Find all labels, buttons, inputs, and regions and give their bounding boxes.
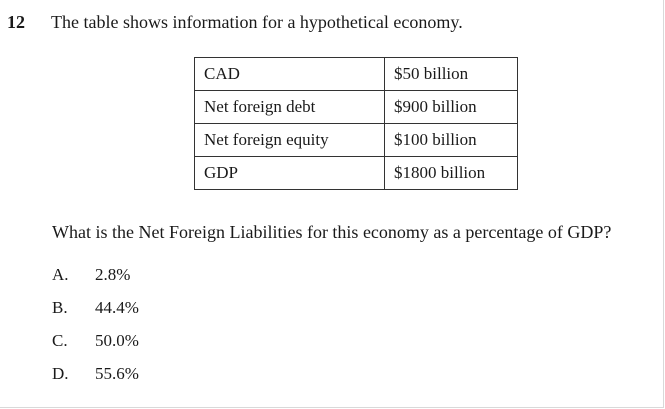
option-text: 55.6% [95, 364, 139, 383]
table-row: Net foreign debt $900 billion [194, 90, 518, 124]
table-row: CAD $50 billion [194, 57, 518, 91]
table-cell-label: GDP [194, 156, 385, 190]
table-cell-value: $50 billion [384, 57, 518, 91]
table-cell-value: $900 billion [384, 90, 518, 124]
question-text: What is the Net Foreign Liabilities for … [52, 222, 612, 242]
option-a[interactable]: A. 2.8% [52, 265, 130, 285]
table-row: GDP $1800 billion [194, 156, 518, 190]
economy-data-table: CAD $50 billion Net foreign debt $900 bi… [194, 57, 518, 190]
table-row: Net foreign equity $100 billion [194, 123, 518, 157]
table-cell-label: CAD [194, 57, 385, 91]
option-text: 44.4% [95, 298, 139, 317]
option-text: 50.0% [95, 331, 139, 350]
option-text: 2.8% [95, 265, 131, 284]
option-letter: B. [52, 298, 68, 317]
table-cell-value: $100 billion [384, 123, 518, 157]
option-b[interactable]: B. 44.4% [52, 298, 139, 318]
table-cell-value: $1800 billion [384, 156, 518, 190]
option-letter: A. [52, 265, 69, 284]
option-c[interactable]: C. 50.0% [52, 331, 139, 351]
option-letter: D. [52, 364, 69, 383]
table-cell-label: Net foreign equity [194, 123, 385, 157]
question-stem: The table shows information for a hypoth… [51, 12, 463, 32]
option-letter: C. [52, 331, 68, 350]
table-cell-label: Net foreign debt [194, 90, 385, 124]
option-d[interactable]: D. 55.6% [52, 364, 139, 384]
question-number: 12 [7, 12, 25, 32]
